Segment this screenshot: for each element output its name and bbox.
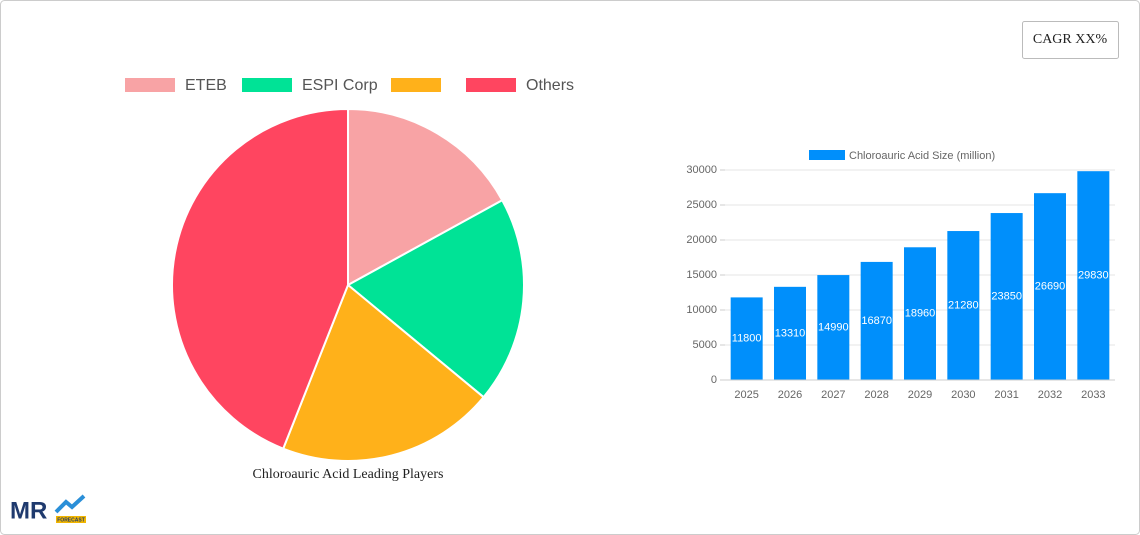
legend-swatch <box>242 78 292 92</box>
legend-swatch <box>809 150 845 160</box>
x-tick-label: 2029 <box>908 389 932 401</box>
bar <box>904 247 936 380</box>
value-label: 16870 <box>861 315 892 327</box>
value-label: 18960 <box>905 308 936 320</box>
legend-swatch <box>466 78 516 92</box>
bar <box>947 231 980 380</box>
bar <box>817 275 850 380</box>
y-tick-label: 0 <box>711 374 717 386</box>
value-label: 23850 <box>991 290 1022 302</box>
value-label: 29830 <box>1078 270 1109 282</box>
legend-swatch <box>125 78 175 92</box>
bar <box>990 213 1023 380</box>
pie-slice <box>346 198 525 399</box>
x-tick-label: 2028 <box>864 389 888 401</box>
value-label: 11800 <box>732 333 762 345</box>
value-label: 13310 <box>775 327 806 339</box>
legend-label: ESPI Corp <box>302 77 378 94</box>
pie-slice <box>281 283 486 462</box>
x-tick-label: 2032 <box>1038 389 1062 401</box>
legend-swatch <box>391 78 441 92</box>
logo-text: MR <box>10 497 47 524</box>
bar <box>730 297 763 380</box>
y-tick-label: 5000 <box>693 339 717 351</box>
x-tick-label: 2031 <box>994 389 1018 401</box>
pie-slice <box>347 107 504 287</box>
logo-band <box>56 516 86 523</box>
legend-label: Chloroauric Acid Size (million) <box>849 150 995 162</box>
pie-slice <box>171 107 349 450</box>
y-tick-label: 10000 <box>686 304 717 316</box>
y-tick-label: 30000 <box>686 164 717 176</box>
y-tick-label: 25000 <box>686 199 717 211</box>
logo-arrow <box>54 494 86 514</box>
bar <box>860 261 893 380</box>
value-label: 14990 <box>818 321 849 333</box>
bar <box>774 286 806 380</box>
x-tick-label: 2033 <box>1081 389 1105 401</box>
legend-label: ETEB <box>185 77 227 94</box>
x-tick-label: 2030 <box>951 389 975 401</box>
value-label: 21280 <box>948 299 979 311</box>
x-tick-label: 2025 <box>734 389 758 401</box>
bar <box>1034 193 1066 380</box>
y-tick-label: 15000 <box>686 269 717 281</box>
y-tick-label: 20000 <box>686 234 717 246</box>
value-label: 26690 <box>1035 280 1066 292</box>
x-tick-label: 2026 <box>778 389 802 401</box>
chart-title: Chloroauric Acid Leading Players <box>253 467 444 482</box>
bar <box>1077 171 1110 380</box>
x-tick-label: 2027 <box>821 389 845 401</box>
logo-subtext: FORECAST <box>57 517 85 523</box>
cagr-box <box>1022 21 1119 59</box>
legend-label: Others <box>526 77 574 94</box>
cagr-label: CAGR XX% <box>1033 32 1108 47</box>
